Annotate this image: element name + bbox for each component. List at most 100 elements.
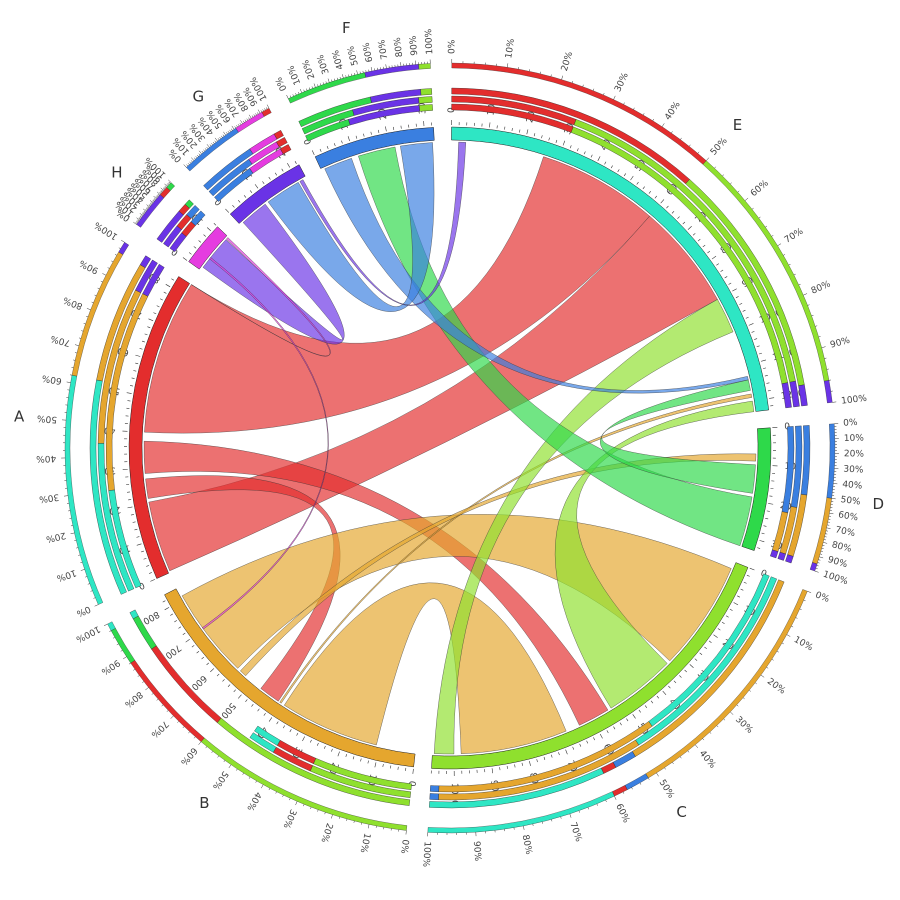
segment-arc-F (314, 127, 435, 169)
percent-tick (507, 63, 509, 68)
percent-tick (214, 137, 218, 142)
tick-mark (757, 547, 761, 549)
percent-tick (157, 194, 159, 197)
percent-tick (229, 129, 231, 132)
percent-label: 10% (358, 832, 372, 854)
percent-tick (153, 195, 157, 199)
tick-mark (746, 574, 750, 577)
tick-mark (201, 656, 205, 660)
composition-bar-G (273, 130, 284, 140)
percent-label: 0% (74, 603, 92, 618)
tick-mark (604, 161, 607, 165)
percent-tick (206, 144, 210, 148)
percent-tick (142, 681, 145, 683)
percent-tick (159, 191, 162, 194)
percent-label: 10% (844, 433, 865, 443)
percent-tick (336, 77, 338, 80)
tick-mark (511, 127, 513, 132)
percent-tick (771, 235, 774, 237)
percent-label: 30% (733, 715, 755, 736)
percent-tick (162, 188, 165, 190)
tick-mark (188, 252, 192, 255)
percent-tick (168, 181, 171, 184)
percent-tick (150, 203, 152, 205)
percent-tick (569, 813, 572, 818)
percent-tick (603, 92, 605, 95)
percent-tick (297, 91, 300, 94)
tick-mark (666, 205, 669, 209)
tick-mark (198, 240, 202, 243)
tick-mark (341, 140, 343, 144)
percent-tick (308, 87, 311, 90)
segment-arc-B (164, 588, 416, 768)
percent-tick (614, 796, 617, 800)
percent-tick (799, 608, 802, 610)
percent-label: 60% (613, 802, 631, 825)
percent-label: 10% (55, 567, 78, 583)
percent-ring-C (612, 785, 628, 797)
percent-tick (578, 810, 580, 813)
percent-label: 30% (316, 53, 332, 76)
percent-tick (107, 267, 110, 269)
percent-tick (317, 809, 319, 812)
tick-label: 800 (141, 608, 161, 625)
percent-label: 100% (420, 841, 431, 868)
tick-mark (147, 326, 151, 329)
percent-tick (793, 273, 796, 276)
percent-tick (819, 556, 824, 559)
tick-mark (326, 145, 329, 149)
percent-label: 90% (471, 841, 482, 862)
tick-mark (131, 377, 135, 379)
tick-mark (281, 168, 284, 172)
tick-mark (632, 714, 636, 719)
tick-mark (225, 208, 230, 213)
percent-label: 50% (36, 413, 57, 424)
percent-label: 100% (74, 623, 102, 644)
percent-tick (656, 772, 659, 777)
tick-mark (763, 367, 767, 369)
ribbon-A-E (144, 156, 650, 434)
percent-tick (821, 547, 824, 549)
percent-tick (815, 567, 818, 570)
percent-tick (744, 197, 749, 201)
percent-ring-B (130, 660, 205, 742)
percent-label: 40% (697, 749, 718, 771)
percent-tick (155, 196, 158, 199)
ribbon-F-G (267, 142, 435, 312)
tick-mark (141, 340, 145, 343)
tick-mark (521, 762, 523, 766)
percent-tick (114, 254, 117, 256)
ribbon-D-F (358, 146, 753, 547)
tick-mark (133, 370, 137, 372)
percent-tick (268, 788, 271, 791)
percent-tick (716, 725, 719, 728)
percent-tick (85, 576, 88, 578)
composition-bar-A (139, 255, 152, 269)
tick-mark (370, 131, 372, 135)
tick-mark (143, 557, 147, 560)
percent-tick (582, 84, 584, 87)
percent-tick (791, 625, 794, 628)
tick-mark (758, 352, 762, 355)
tick-mark (769, 397, 775, 399)
tick-mark (390, 765, 392, 769)
percent-tick (248, 114, 252, 119)
percent-label: 70% (377, 38, 390, 60)
percent-tick (723, 718, 726, 721)
percent-tick (807, 590, 812, 593)
tick-mark (668, 685, 671, 689)
tick-mark (555, 139, 558, 143)
tick-mark (382, 763, 384, 768)
tick-mark (630, 175, 634, 181)
percent-tick (818, 559, 821, 561)
tick-mark (733, 602, 739, 606)
tick-mark (558, 752, 560, 756)
percent-tick (160, 187, 164, 191)
tick-mark (576, 148, 579, 152)
tick-mark (550, 754, 553, 758)
percent-tick (137, 675, 140, 677)
segment-name-E: E (733, 116, 742, 134)
tick-mark (287, 163, 291, 168)
percent-tick (145, 687, 149, 691)
tick-mark (289, 729, 292, 733)
